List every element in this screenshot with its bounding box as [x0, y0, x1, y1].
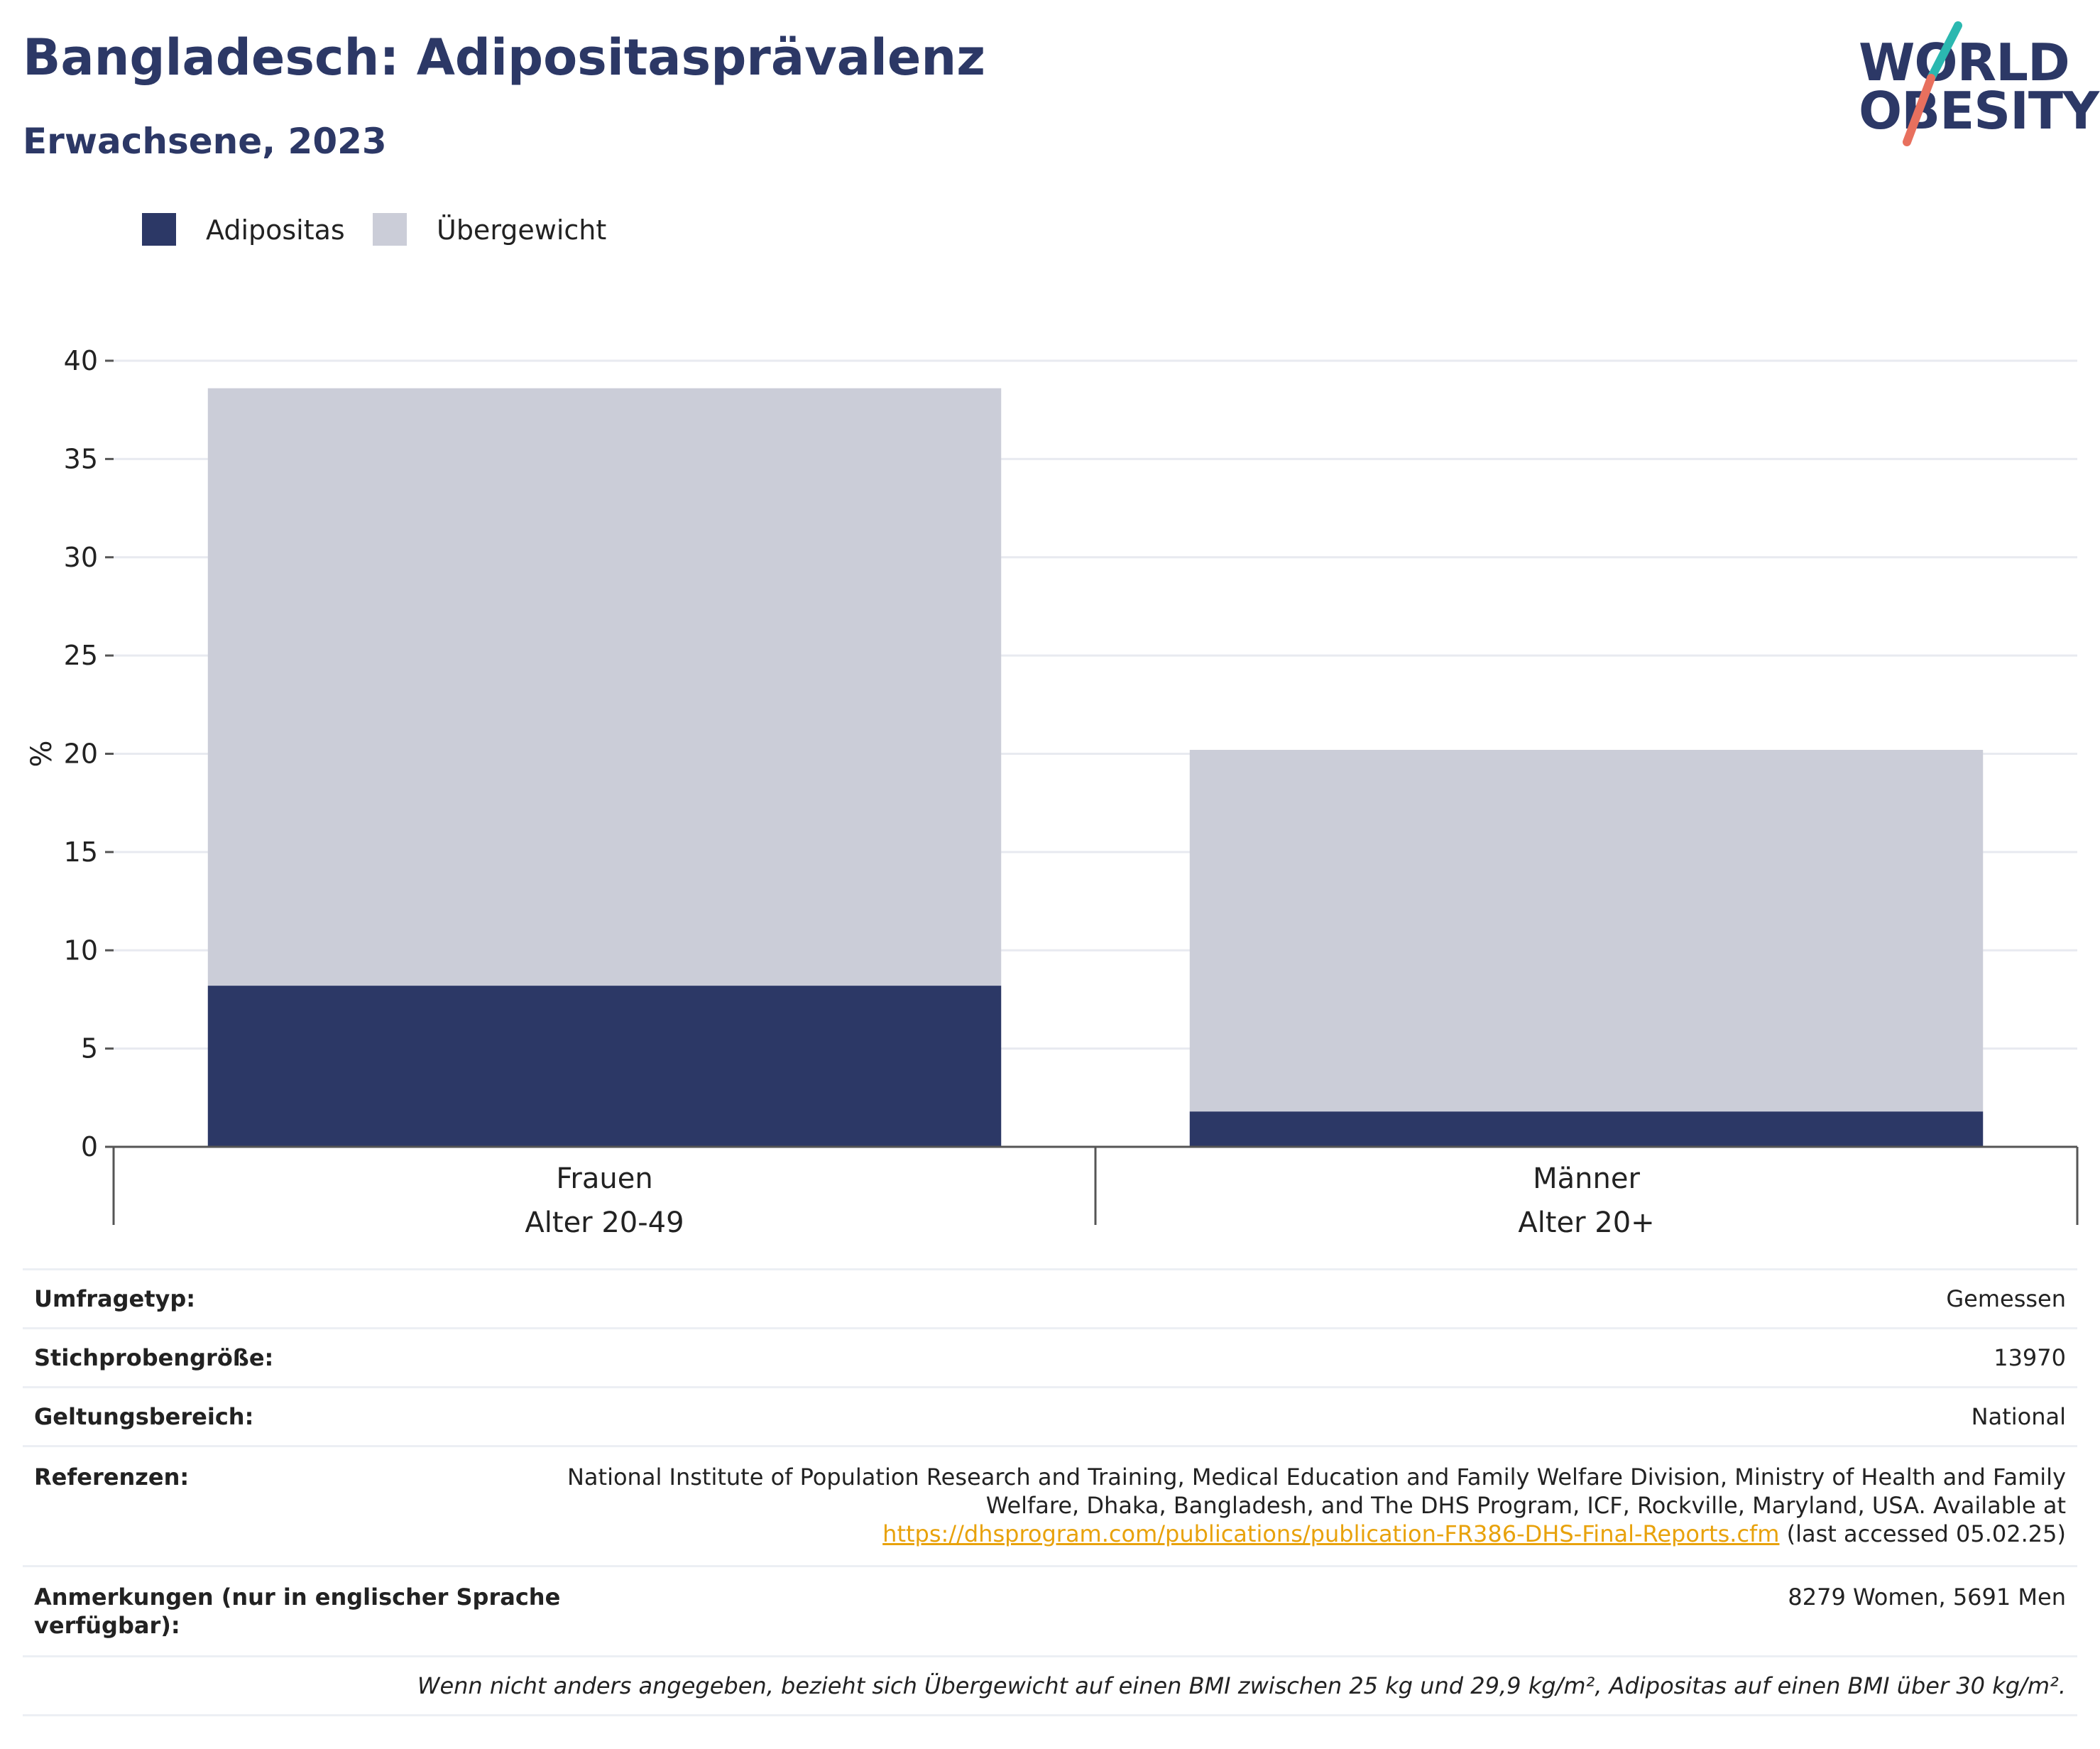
- chart-title: Bangladesch: Adipositasprävalenz: [23, 28, 985, 87]
- info-row-notes: Anmerkungen (nur in englischer Sprache v…: [23, 1565, 2077, 1655]
- y-tick-label-8: 40: [64, 345, 98, 376]
- bmi-footnote: Wenn nicht anders angegeben, bezieht sic…: [417, 1672, 2066, 1699]
- legend-label-adipositas: Adipositas: [206, 214, 345, 246]
- notes-label-line-1: Anmerkungen (nur in englischer Sprache: [34, 1584, 561, 1611]
- references-link[interactable]: https://dhsprogram.com/publications/publ…: [882, 1520, 1780, 1547]
- stacked-bar-chart: 0 5 10 15 20 25 30 35 40% Frauen Alter 20-49 Männer…: [26, 345, 2079, 1236]
- y-tick-label-4: 20: [64, 739, 98, 770]
- sample-size-value: 13970: [1994, 1344, 2066, 1371]
- x-category-label-0-0: Frauen: [556, 1162, 652, 1195]
- info-row-references: Referenzen: National Institute of Popula…: [23, 1445, 2077, 1565]
- logo-text-obesity: OBESITY: [1859, 81, 2099, 141]
- x-category-label-1-1: Alter 20+: [1518, 1206, 1654, 1236]
- bar-adipositas-1: [1189, 1111, 1984, 1147]
- y-tick-label-7: 35: [64, 443, 98, 474]
- y-tick-label-1: 5: [81, 1033, 98, 1064]
- bar-adipositas-0: [207, 986, 1002, 1147]
- sample-size-label: Stichprobengröße:: [34, 1344, 274, 1371]
- survey-type-label: Umfragetyp:: [34, 1285, 196, 1312]
- notes-label: Anmerkungen (nur in englischer Sprache v…: [34, 1583, 560, 1640]
- info-row-sample-size: Stichprobengröße: 13970: [23, 1327, 2077, 1386]
- chart-subtitle: Erwachsene, 2023: [23, 121, 387, 162]
- notes-value: 8279 Women, 5691 Men: [1788, 1584, 2066, 1611]
- legend-swatch-uebergewicht: [373, 213, 407, 246]
- y-tick-label-3: 15: [64, 837, 98, 868]
- y-tick-label-5: 25: [64, 640, 98, 671]
- legend-label-uebergewicht: Übergewicht: [437, 214, 607, 246]
- references-accessed: (last accessed 05.02.25): [1779, 1520, 2066, 1547]
- notes-label-line-2: verfügbar):: [34, 1612, 180, 1639]
- references-value: National Institute of Population Researc…: [567, 1463, 2066, 1548]
- bar-uebergewicht-1: [1189, 749, 1984, 1112]
- bar-uebergewicht-0: [207, 388, 1002, 986]
- y-tick-label-6: 30: [64, 542, 98, 573]
- y-tick-label-2: 10: [64, 935, 98, 966]
- references-label: Referenzen:: [34, 1464, 190, 1491]
- info-table-bottom-border: [23, 1714, 2077, 1716]
- references-line-2: Welfare, Dhaka, Bangladesh, and The DHS …: [985, 1492, 2066, 1519]
- x-category-label-0-1: Alter 20-49: [525, 1206, 684, 1236]
- coverage-value: National: [1971, 1403, 2066, 1430]
- info-row-survey-type: Umfragetyp: Gemessen: [23, 1268, 2077, 1327]
- x-category-label-1-0: Männer: [1533, 1162, 1640, 1195]
- y-axis-label: %: [26, 740, 58, 767]
- logo-text-world: WORLD: [1859, 33, 2070, 92]
- coverage-label: Geltungsbereich:: [34, 1403, 254, 1430]
- survey-type-value: Gemessen: [1946, 1285, 2066, 1312]
- info-table: Umfragetyp: Gemessen Stichprobengröße: 1…: [23, 1268, 2077, 1716]
- references-line-1: National Institute of Population Researc…: [567, 1464, 2066, 1491]
- info-row-footnote: Wenn nicht anders angegeben, bezieht sic…: [23, 1655, 2077, 1714]
- references-line-3: https://dhsprogram.com/publications/publ…: [567, 1520, 2066, 1548]
- logo-slash-icon: [1903, 21, 1962, 146]
- legend-swatch-adipositas: [142, 213, 176, 246]
- y-tick-label-0: 0: [81, 1131, 98, 1162]
- info-row-coverage: Geltungsbereich: National: [23, 1386, 2077, 1445]
